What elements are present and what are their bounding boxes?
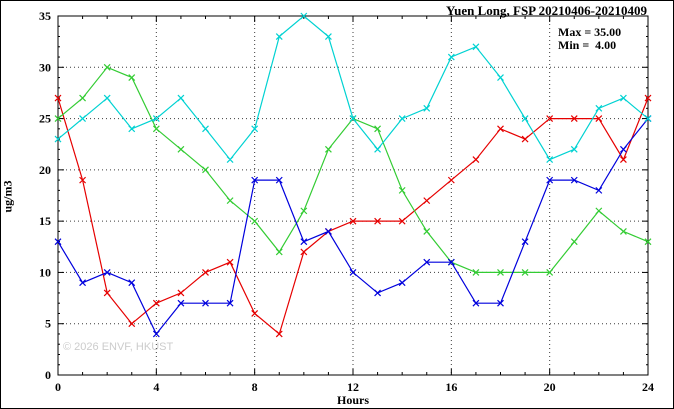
y-tick-label: 30 xyxy=(39,60,51,74)
x-tick-label: 16 xyxy=(445,380,457,394)
y-tick-label: 5 xyxy=(45,317,51,331)
y-tick-label: 35 xyxy=(39,9,51,23)
y-tick-label: 0 xyxy=(45,368,51,382)
x-tick-label: 4 xyxy=(153,380,159,394)
maxmin-annotation: Max = 35.00 Min = 4.00 xyxy=(558,26,621,52)
y-tick-label: 25 xyxy=(39,112,51,126)
min-label: Min = 4.00 xyxy=(558,38,617,52)
series-line-cyan xyxy=(57,15,649,161)
x-tick-label: 24 xyxy=(642,380,654,394)
series-markers-blue xyxy=(54,115,652,338)
y-tick-label: 10 xyxy=(39,265,51,279)
chart-title: Yuen Long, FSP 20210406-20210409 xyxy=(445,3,647,18)
x-tick-label: 0 xyxy=(55,380,61,394)
x-axis-label: Hours xyxy=(336,393,369,407)
x-tick-label: 12 xyxy=(347,380,359,394)
y-tick-label: 15 xyxy=(39,214,51,228)
series-line-blue xyxy=(57,118,649,336)
y-tick-label: 20 xyxy=(39,163,51,177)
x-tick-label: 8 xyxy=(252,380,258,394)
watermark: © 2026 ENVF, HKUST xyxy=(63,341,174,353)
series-markers-cyan xyxy=(54,12,652,164)
plot-border xyxy=(57,15,649,376)
max-label: Max = 35.00 xyxy=(558,25,622,39)
x-tick-label: 20 xyxy=(544,380,556,394)
series-markers-green xyxy=(54,63,652,276)
